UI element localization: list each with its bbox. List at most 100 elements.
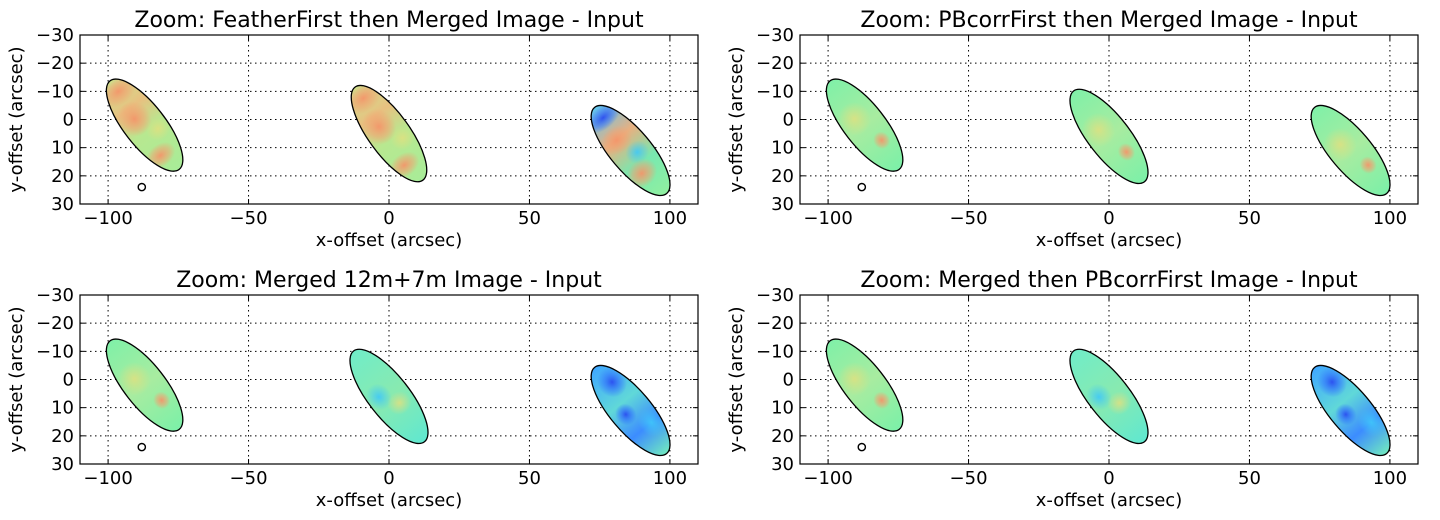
emission-blob xyxy=(365,383,392,411)
y-tick-label: −20 xyxy=(756,53,794,74)
chart-title: Zoom: FeatherFirst then Merged Image - I… xyxy=(134,8,644,33)
x-tick-label: 100 xyxy=(653,468,687,489)
emission-blob xyxy=(873,131,891,150)
chart-title: Zoom: PBcorrFirst then Merged Image - In… xyxy=(860,8,1358,33)
emission-structure xyxy=(1323,127,1377,174)
y-tick-label: 10 xyxy=(51,138,74,159)
emission-blob xyxy=(1335,403,1357,426)
ellipse-outline xyxy=(105,78,184,172)
source-ellipse-3 xyxy=(1310,364,1391,457)
x-axis-label: x-offset (arcsec) xyxy=(316,490,462,511)
x-tick-label: 50 xyxy=(518,468,541,489)
source-ellipse-1 xyxy=(105,338,184,432)
source-ellipse-1 xyxy=(100,74,184,172)
emission-blob xyxy=(1323,127,1357,162)
x-tick-label: 0 xyxy=(383,208,394,229)
source-ellipse-3 xyxy=(585,101,671,197)
emission-blob xyxy=(1317,366,1348,398)
beam-marker xyxy=(137,182,147,192)
x-tick-label: −50 xyxy=(950,208,988,229)
source-ellipse-1 xyxy=(825,338,904,432)
emission-structure xyxy=(837,102,891,150)
emission-structure xyxy=(837,362,891,410)
beam-marker xyxy=(857,442,867,452)
y-tick-label: −20 xyxy=(756,313,794,334)
y-axis-label: y-offset (arcsec) xyxy=(726,46,747,192)
y-tick-label: 0 xyxy=(63,370,74,391)
y-tick-label: −20 xyxy=(36,53,74,74)
y-tick-label: 20 xyxy=(771,166,794,187)
x-tick-label: 100 xyxy=(1373,468,1407,489)
emission-structure xyxy=(365,383,412,415)
emission-blob xyxy=(1117,143,1136,161)
y-tick-label: 20 xyxy=(771,426,794,447)
emission-structure xyxy=(1081,112,1136,161)
x-tick-label: −100 xyxy=(83,208,132,229)
x-tick-label: 50 xyxy=(518,208,541,229)
sources xyxy=(100,74,671,197)
sources xyxy=(825,338,1391,457)
y-tick-label: −10 xyxy=(756,341,794,362)
ellipse-outline xyxy=(825,338,904,432)
emission-blob xyxy=(1357,407,1386,437)
x-tick-label: −100 xyxy=(83,468,132,489)
x-tick-label: 0 xyxy=(1103,468,1114,489)
emission-blob xyxy=(1359,156,1377,174)
emission-blob xyxy=(637,407,666,437)
emission-blob xyxy=(625,140,650,164)
ellipse-outline xyxy=(825,78,904,172)
y-axis-label: y-offset (arcsec) xyxy=(6,46,27,192)
beam-marker xyxy=(137,442,147,452)
emission-structure xyxy=(585,101,658,189)
y-tick-label: 0 xyxy=(783,370,794,391)
ellipse-outline xyxy=(1069,88,1149,185)
y-tick-label: −10 xyxy=(756,81,794,102)
x-tick-label: −100 xyxy=(803,208,852,229)
emission-blob xyxy=(873,391,891,410)
y-tick-label: 30 xyxy=(51,194,74,215)
ellipse-outline xyxy=(590,104,671,197)
ellipse-outline xyxy=(590,364,671,457)
y-tick-label: −30 xyxy=(756,25,794,46)
source-ellipse-2 xyxy=(1069,348,1149,445)
y-tick-label: 10 xyxy=(771,398,794,419)
y-tick-label: 10 xyxy=(771,138,794,159)
chart-title: Zoom: Merged then PBcorrFirst Image - In… xyxy=(860,268,1358,293)
beam-marker xyxy=(857,182,867,192)
source-ellipse-2 xyxy=(349,348,429,445)
y-tick-label: 30 xyxy=(771,454,794,475)
emission-blob xyxy=(146,117,170,141)
emission-blob xyxy=(615,403,637,426)
source-ellipse-2 xyxy=(344,81,428,183)
x-axis-label: x-offset (arcsec) xyxy=(316,230,462,251)
emission-blob xyxy=(1107,391,1132,415)
emission-blob xyxy=(601,125,632,156)
emission-blob xyxy=(390,126,415,150)
sources xyxy=(825,78,1391,197)
y-tick-label: 20 xyxy=(51,426,74,447)
emission-structure xyxy=(117,362,171,410)
emission-blob xyxy=(837,362,872,396)
emission-structure xyxy=(344,81,420,179)
emission-blob xyxy=(117,362,152,396)
source-ellipse-1 xyxy=(825,78,904,172)
emission-blob xyxy=(585,101,621,134)
y-tick-label: −30 xyxy=(36,25,74,46)
source-ellipse-3 xyxy=(1310,104,1391,197)
sources xyxy=(105,338,671,457)
emission-structure xyxy=(1317,366,1386,437)
y-tick-label: 30 xyxy=(771,194,794,215)
y-tick-label: −30 xyxy=(756,285,794,306)
emission-structure xyxy=(1085,383,1132,415)
chart-title: Zoom: Merged 12m+7m Image - Input xyxy=(176,268,602,293)
emission-blob xyxy=(153,391,171,410)
x-tick-label: 50 xyxy=(1238,468,1261,489)
ellipse-outline xyxy=(349,348,429,445)
emission-blob xyxy=(597,366,628,398)
y-tick-label: 0 xyxy=(63,110,74,131)
ellipse-outline xyxy=(105,338,184,432)
ellipse-outline xyxy=(1069,348,1149,445)
